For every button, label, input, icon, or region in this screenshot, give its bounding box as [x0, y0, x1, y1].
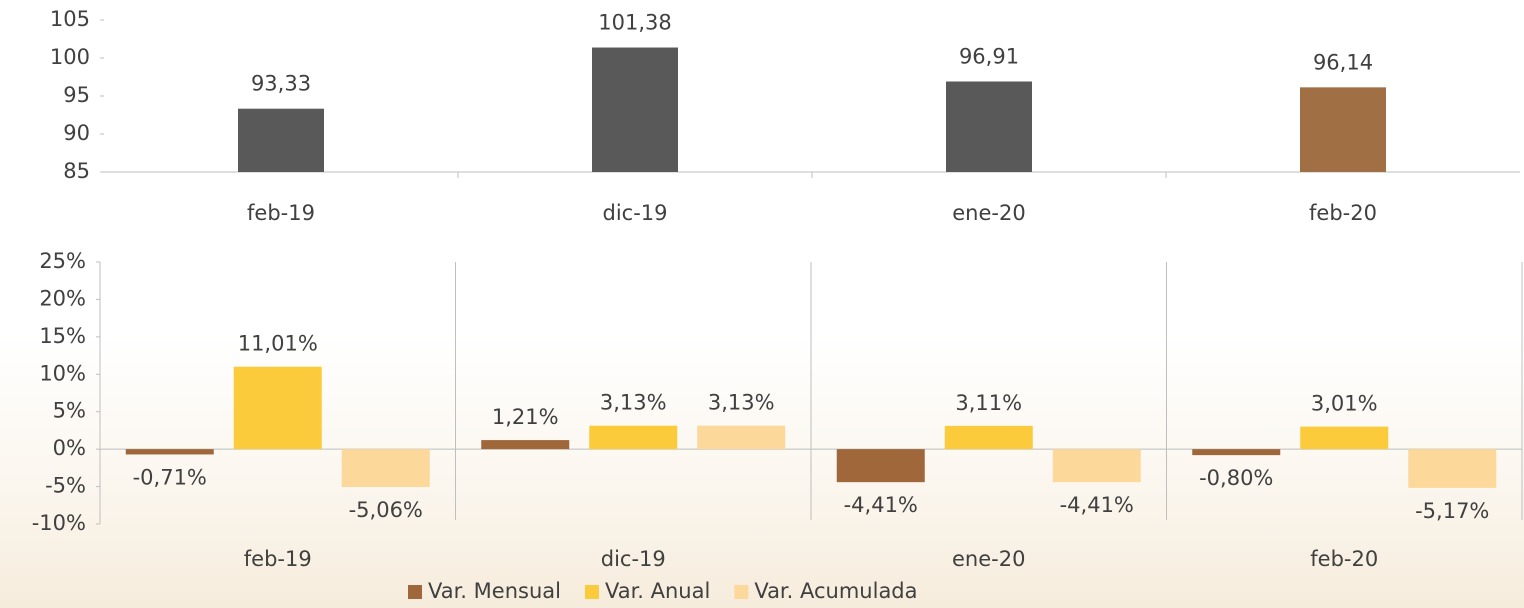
- data-label: 3,01%: [1311, 392, 1378, 416]
- x-tick-label: dic-19: [601, 547, 666, 571]
- x-tick-label: ene-20: [952, 201, 1025, 225]
- y-tick-label: 15%: [39, 324, 86, 348]
- data-label: -5,17%: [1415, 499, 1489, 523]
- data-label: -0,71%: [133, 465, 207, 489]
- y-tick-label: -5%: [45, 474, 86, 498]
- y-tick-label: 5%: [53, 399, 86, 423]
- data-label: -5,06%: [349, 498, 423, 522]
- data-label: 96,14: [1313, 50, 1373, 74]
- data-label: 101,38: [598, 11, 671, 35]
- bar: [233, 366, 322, 450]
- y-tick-label: 20%: [39, 286, 86, 310]
- data-label: 3,13%: [708, 391, 775, 415]
- data-label: -4,41%: [1060, 493, 1134, 517]
- bar: [697, 425, 786, 450]
- x-tick-label: feb-19: [244, 547, 312, 571]
- y-tick-label: 0%: [53, 436, 86, 460]
- x-tick-label: feb-20: [1310, 547, 1378, 571]
- legend-swatch: [734, 585, 749, 599]
- bar: [125, 449, 214, 455]
- legend-swatch: [408, 585, 422, 599]
- x-tick-label: feb-20: [1309, 201, 1377, 225]
- x-tick-label: ene-20: [952, 547, 1025, 571]
- bar: [1300, 426, 1389, 450]
- data-label: 3,13%: [600, 391, 667, 415]
- data-label: 1,21%: [492, 405, 559, 429]
- legend-label: Var. Acumulada: [754, 579, 917, 603]
- y-tick-label: 105: [50, 7, 90, 31]
- data-label: -0,80%: [1199, 466, 1273, 490]
- bar: [944, 425, 1033, 450]
- legend-label: Var. Anual: [605, 579, 710, 603]
- bar: [589, 425, 678, 450]
- bar: [1300, 87, 1386, 172]
- bar: [238, 108, 324, 172]
- y-tick-label: 95: [63, 83, 90, 107]
- bar: [1408, 449, 1497, 488]
- y-tick-label: 100: [50, 45, 90, 69]
- bar: [1192, 449, 1281, 456]
- legend-swatch: [584, 585, 599, 599]
- y-tick-label: 85: [63, 159, 90, 183]
- bar: [481, 440, 570, 450]
- legend-label: Var. Mensual: [428, 579, 561, 603]
- bar: [836, 449, 925, 483]
- bar: [1052, 449, 1141, 483]
- data-label: 3,11%: [955, 391, 1022, 415]
- data-label: -4,41%: [844, 493, 918, 517]
- y-tick-label: 25%: [39, 249, 86, 273]
- bar: [946, 81, 1032, 172]
- y-tick-label: 90: [63, 121, 90, 145]
- y-tick-label: 10%: [39, 361, 86, 385]
- bar: [592, 47, 678, 172]
- y-tick-label: -10%: [32, 511, 86, 535]
- data-label: 11,01%: [238, 332, 318, 356]
- data-label: 93,33: [251, 72, 311, 96]
- x-tick-label: dic-19: [602, 201, 667, 225]
- data-label: 96,91: [959, 44, 1019, 68]
- bar: [341, 449, 430, 488]
- x-tick-label: feb-19: [247, 201, 315, 225]
